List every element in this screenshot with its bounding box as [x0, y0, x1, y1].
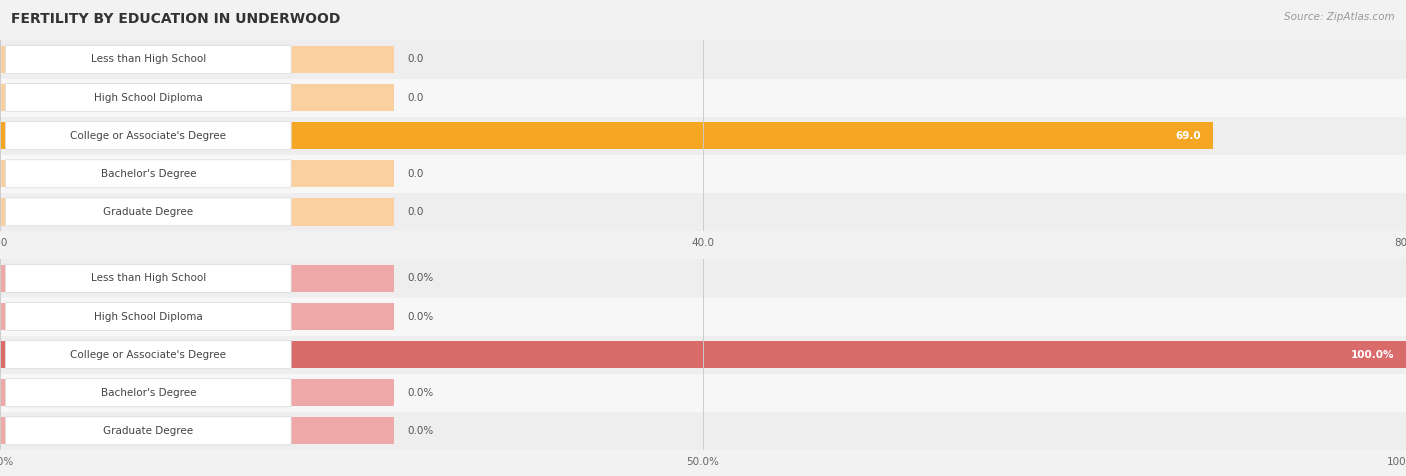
- Text: Bachelor's Degree: Bachelor's Degree: [101, 169, 195, 179]
- Bar: [0, 374, 1406, 412]
- FancyBboxPatch shape: [6, 417, 291, 445]
- Text: College or Associate's Degree: College or Associate's Degree: [70, 349, 226, 360]
- Bar: [0, 117, 1406, 155]
- FancyBboxPatch shape: [6, 84, 291, 111]
- Text: High School Diploma: High School Diploma: [94, 92, 202, 103]
- Bar: [0, 155, 1406, 193]
- Bar: [0, 193, 1406, 231]
- FancyBboxPatch shape: [6, 341, 291, 368]
- Text: Less than High School: Less than High School: [91, 273, 205, 284]
- Bar: [0, 341, 1406, 368]
- FancyBboxPatch shape: [6, 379, 291, 407]
- FancyBboxPatch shape: [6, 46, 291, 73]
- Bar: [0, 160, 394, 188]
- Text: 0.0%: 0.0%: [408, 273, 434, 284]
- Bar: [0, 122, 1212, 149]
- Text: 0.0: 0.0: [408, 54, 425, 65]
- Text: 0.0%: 0.0%: [408, 426, 434, 436]
- FancyBboxPatch shape: [6, 160, 291, 188]
- Bar: [0, 84, 394, 111]
- Bar: [0, 303, 394, 330]
- Bar: [0, 46, 394, 73]
- Text: College or Associate's Degree: College or Associate's Degree: [70, 130, 226, 141]
- Bar: [0, 341, 394, 368]
- Text: 0.0%: 0.0%: [408, 387, 434, 398]
- Text: 0.0: 0.0: [408, 207, 425, 217]
- Text: Bachelor's Degree: Bachelor's Degree: [101, 387, 195, 398]
- Bar: [0, 122, 394, 149]
- Bar: [0, 40, 1406, 79]
- Text: 0.0: 0.0: [408, 169, 425, 179]
- Bar: [0, 198, 394, 226]
- Bar: [0, 379, 394, 407]
- Bar: [0, 417, 394, 445]
- Bar: [0, 265, 394, 292]
- FancyBboxPatch shape: [6, 265, 291, 292]
- Text: Less than High School: Less than High School: [91, 54, 205, 65]
- Text: 69.0: 69.0: [1175, 130, 1201, 141]
- Text: Graduate Degree: Graduate Degree: [103, 207, 194, 217]
- Text: 0.0: 0.0: [408, 92, 425, 103]
- FancyBboxPatch shape: [6, 122, 291, 149]
- Text: 0.0%: 0.0%: [408, 311, 434, 322]
- FancyBboxPatch shape: [6, 303, 291, 330]
- Bar: [0, 336, 1406, 374]
- Text: Source: ZipAtlas.com: Source: ZipAtlas.com: [1284, 12, 1395, 22]
- Bar: [0, 79, 1406, 117]
- Text: 100.0%: 100.0%: [1351, 349, 1395, 360]
- FancyBboxPatch shape: [6, 198, 291, 226]
- Text: Graduate Degree: Graduate Degree: [103, 426, 194, 436]
- Text: FERTILITY BY EDUCATION IN UNDERWOOD: FERTILITY BY EDUCATION IN UNDERWOOD: [11, 12, 340, 26]
- Bar: [0, 259, 1406, 298]
- Bar: [0, 298, 1406, 336]
- Text: High School Diploma: High School Diploma: [94, 311, 202, 322]
- Bar: [0, 412, 1406, 450]
